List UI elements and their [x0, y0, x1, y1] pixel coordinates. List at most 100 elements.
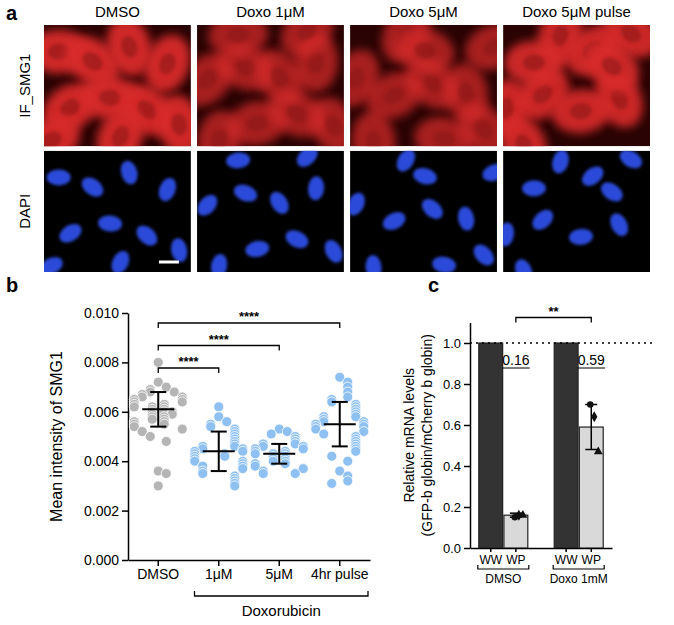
cell-nucleus-shadow — [381, 83, 408, 107]
cell-body — [447, 92, 497, 146]
cell-body — [390, 25, 459, 79]
data-point — [266, 429, 276, 439]
data-point — [147, 414, 157, 424]
nucleus — [266, 188, 292, 217]
cell-body — [458, 25, 497, 78]
nucleus — [522, 180, 546, 196]
significance-label: **** — [209, 332, 230, 347]
micrograph — [197, 151, 344, 272]
micrograph — [350, 25, 497, 146]
significance-label: ** — [549, 304, 560, 319]
nucleus — [380, 208, 409, 233]
axis: 0.0000.0020.0040.0060.0080.010 — [84, 305, 129, 568]
nucleus — [244, 239, 271, 259]
cell-nucleus-shadow — [322, 112, 344, 139]
significance-label: **** — [178, 354, 199, 369]
column-title: Doxo 5μM pulse — [522, 3, 631, 20]
replicate-point — [594, 447, 603, 455]
cell-body — [300, 89, 344, 146]
tick: WP — [582, 548, 601, 567]
tick-label: 5μM — [265, 566, 293, 582]
tick: 1μM — [205, 560, 233, 582]
cell-nucleus-shadow — [481, 35, 497, 58]
image-background — [350, 151, 497, 272]
nucleus — [411, 165, 438, 187]
cell-nucleus-shadow — [284, 102, 311, 126]
nucleus — [321, 237, 344, 266]
data-point — [129, 402, 139, 412]
tick: 0.4 — [443, 459, 470, 474]
cell-body — [549, 86, 613, 136]
nucleus — [568, 228, 594, 246]
cell-nucleus-shadow — [350, 65, 368, 92]
tick-label: 0.004 — [84, 453, 119, 469]
tick-label: 0.010 — [84, 305, 119, 321]
data-point — [268, 456, 278, 466]
tick: DMSO — [137, 560, 179, 582]
data-point — [177, 397, 187, 407]
figure: aDMSODoxo 1μMDoxo 5μMDoxo 5μM pulseIF_SM… — [0, 0, 674, 625]
cell-nucleus-shadow — [232, 56, 258, 79]
plot-area — [129, 357, 369, 491]
tick-mark — [464, 548, 470, 550]
scale-bar — [159, 261, 179, 264]
error-cap — [585, 449, 597, 451]
cell-nucleus-shadow — [598, 53, 625, 79]
data-point — [230, 481, 240, 491]
micrograph — [350, 151, 497, 272]
nucleus — [108, 248, 133, 272]
cell-body — [152, 91, 191, 146]
tick-label: 0.008 — [84, 354, 119, 370]
axis: WWWPWWWP — [471, 548, 613, 567]
replicate-point — [591, 411, 597, 422]
cell-nucleus-shadow — [432, 129, 456, 146]
data-label: 0.59 — [578, 352, 605, 368]
group-label: Doxo 1mM — [550, 572, 608, 586]
group-label: DMSO — [485, 572, 521, 586]
significance-label: **** — [239, 309, 260, 324]
tick-mark — [122, 461, 128, 463]
tick-mark — [464, 343, 470, 345]
tick-label: 0.2 — [443, 500, 461, 515]
data-point — [258, 469, 268, 479]
cell-body — [503, 109, 555, 146]
tick: 0.010 — [84, 305, 128, 321]
data-point — [250, 449, 260, 459]
cell-body — [197, 107, 246, 146]
nucleus — [364, 254, 382, 272]
tick-mark — [122, 362, 128, 364]
row-title: IF_SMG1 — [16, 54, 33, 118]
tick: 0.8 — [443, 377, 470, 392]
data-point — [220, 451, 230, 461]
tick-mark — [122, 412, 128, 414]
bar — [554, 343, 578, 548]
nucleus — [197, 191, 221, 220]
tick-label: 0.0 — [443, 541, 461, 556]
tick: 0.000 — [84, 552, 128, 568]
error-cap — [271, 443, 287, 445]
tick-mark — [122, 510, 128, 512]
data-point — [214, 402, 224, 412]
data-point — [222, 417, 232, 427]
cell-nucleus-shadow — [364, 130, 382, 147]
error-cap — [332, 445, 348, 447]
image-background — [197, 151, 344, 272]
micrograph — [503, 151, 650, 272]
plot-area — [479, 343, 603, 548]
nucleus — [209, 253, 229, 272]
data-point — [206, 422, 216, 432]
replicate-point — [518, 510, 527, 518]
nucleus — [456, 205, 476, 232]
data-point — [159, 419, 169, 429]
nucleus — [118, 159, 140, 186]
cell-nucleus-shadow — [169, 112, 189, 137]
axis-line — [129, 560, 371, 562]
reference-line — [470, 342, 652, 344]
axis: 0.00.20.40.60.81.0 — [443, 323, 471, 556]
tick-mark — [464, 425, 470, 427]
data-point — [343, 456, 353, 466]
nucleus — [503, 221, 516, 247]
tick: 4hr pulse — [311, 560, 369, 582]
cell-nucleus-shadow — [617, 25, 644, 46]
tick-label: 4hr pulse — [311, 566, 369, 582]
